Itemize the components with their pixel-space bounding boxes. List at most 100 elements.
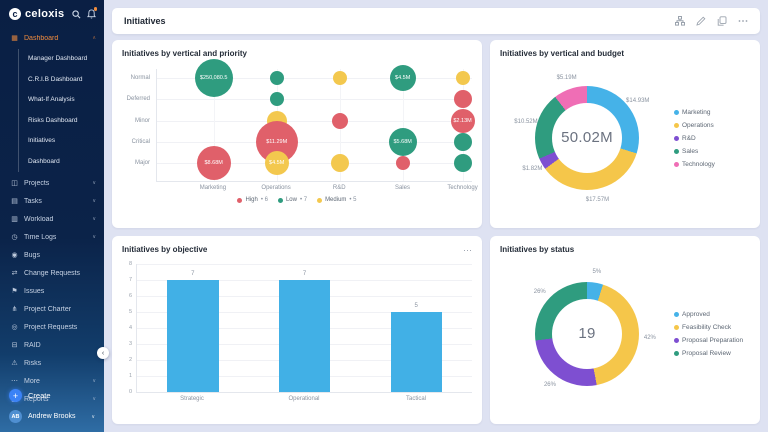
sidebar-item-time-logs[interactable]: ◷ Time Logs ∨ xyxy=(0,228,104,246)
bubble-point-sales-critical[interactable]: $5.68M xyxy=(388,127,417,156)
legend-item-technology[interactable]: Technology xyxy=(674,161,750,168)
bar-value-label: 5 xyxy=(414,303,418,309)
bubble-point-technology-major[interactable] xyxy=(453,154,472,173)
chevron-up-icon: ∧ xyxy=(92,35,96,41)
avatar: AB xyxy=(9,410,22,423)
bubble-point-technology-deferred[interactable] xyxy=(453,90,472,109)
sidebar: c celoxis ▦ Dashboard ∧ Manager Dashboard C.… xyxy=(0,0,104,432)
bubble-point-r-d-major[interactable] xyxy=(330,154,349,173)
sidebar-item-more[interactable]: ⋯ More ∨ xyxy=(0,372,104,390)
y-tick-label: 0 xyxy=(128,389,132,395)
card-title: Initiatives by vertical and priority xyxy=(122,49,247,58)
legend-dot xyxy=(674,122,679,128)
y-tick-label: Major xyxy=(134,160,150,167)
legend-item-proposal-preparation[interactable]: Proposal Preparation xyxy=(674,337,750,344)
legend-item-r-d[interactable]: R&D xyxy=(674,135,750,142)
legend-item-medium[interactable]: Medium • 5 xyxy=(317,197,357,203)
bubble-point-r-d-minor[interactable] xyxy=(331,112,348,129)
legend-item-proposal-review[interactable]: Proposal Review xyxy=(674,350,750,357)
bubble-point-operations-normal[interactable] xyxy=(269,70,284,85)
x-tick-label: R&D xyxy=(332,185,346,191)
sidebar-item-workload[interactable]: ▥ Workload ∨ xyxy=(0,210,104,228)
more-icon: ⋯ xyxy=(11,378,18,385)
y-tick-label: 8 xyxy=(128,261,132,267)
legend-item-operations[interactable]: Operations xyxy=(674,122,750,129)
legend-item-sales[interactable]: Sales xyxy=(674,148,750,155)
legend-item-approved[interactable]: Approved xyxy=(674,311,750,318)
bubble-point-sales-major[interactable] xyxy=(395,156,410,171)
bar-operational[interactable]: 7 xyxy=(278,271,331,392)
sidebar-item-dashboard[interactable]: ▦ Dashboard ∧ xyxy=(0,28,104,48)
bar-value-label: 7 xyxy=(191,271,195,277)
legend-dot xyxy=(674,135,679,141)
y-tick-label: 7 xyxy=(128,277,132,283)
sidebar-item-projects[interactable]: ◫ Projects ∨ xyxy=(0,174,104,192)
legend-label: Technology xyxy=(682,160,715,168)
legend-item-feasibility-check[interactable]: Feasibility Check xyxy=(674,324,750,331)
x-tick-label: Operational xyxy=(288,396,320,402)
bubble-point-r-d-normal[interactable] xyxy=(332,70,347,85)
sidebar-item-label: Time Logs xyxy=(24,233,57,241)
sidebar-item-issues[interactable]: ⚑ Issues xyxy=(0,282,104,300)
legend-label: Feasibility Check xyxy=(682,324,732,331)
bar-value-label: 7 xyxy=(302,271,307,277)
card-menu-icon[interactable]: ⋯ xyxy=(463,244,472,255)
legend-item-marketing[interactable]: Marketing xyxy=(674,109,750,116)
sidebar-item-tasks[interactable]: ▤ Tasks ∨ xyxy=(0,192,104,210)
sidebar-item-label: Tasks xyxy=(24,197,42,205)
bubble-point-technology-normal[interactable] xyxy=(455,70,470,85)
bubble-point-technology-critical[interactable] xyxy=(453,132,472,151)
bubble-point-operations-major[interactable]: $4.5M xyxy=(264,151,289,176)
card-vertical-budget: Initiatives by vertical and budget 50.02… xyxy=(490,40,760,228)
bubble-point-technology-minor[interactable]: $2.13M xyxy=(450,108,475,133)
legend-dot xyxy=(674,325,679,330)
bubble-point-marketing-major[interactable]: $8.68M xyxy=(196,146,231,181)
create-button[interactable]: + Create xyxy=(9,385,95,406)
gridline xyxy=(157,141,472,143)
edit-icon[interactable] xyxy=(696,16,706,26)
sidebar-item-bugs[interactable]: ◉ Bugs xyxy=(0,246,104,264)
chevron-down-icon: ∨ xyxy=(92,216,96,222)
sidebar-subitem-dashboard[interactable]: Dashboard xyxy=(28,157,60,165)
chevron-down-icon: ∨ xyxy=(92,198,96,204)
legend-count: • 7 xyxy=(299,197,308,203)
notification-badge xyxy=(93,7,97,11)
legend-dot xyxy=(674,109,679,115)
legend-item-high[interactable]: High • 6 xyxy=(237,197,268,203)
status-donut-chart: 19 5% 42% 26% 26% xyxy=(513,260,661,408)
bar-tactical[interactable]: 5 xyxy=(390,303,442,392)
sidebar-item-label: Risks xyxy=(24,359,42,367)
sidebar-item-project-charter[interactable]: ⋔ Project Charter xyxy=(0,300,104,318)
issues-icon: ⚑ xyxy=(11,288,18,295)
sitemap-icon[interactable] xyxy=(675,16,685,26)
copy-icon[interactable] xyxy=(717,16,727,26)
time-logs-icon: ◷ xyxy=(11,234,18,241)
sidebar-nav: ▦ Dashboard ∧ Manager Dashboard C.R.I.B Dash… xyxy=(0,28,104,408)
sidebar-item-risks[interactable]: ⚠ Risks xyxy=(0,354,104,372)
sidebar-submenu: Manager Dashboard C.R.I.B Dashboard What-I… xyxy=(18,49,104,172)
sidebar-subitem-what-if-analysis[interactable]: What-If Analysis xyxy=(28,96,75,103)
card-title: Initiatives by status xyxy=(500,245,575,254)
search-icon[interactable] xyxy=(72,9,81,19)
sidebar-collapse-button[interactable]: ‹ xyxy=(97,347,109,359)
bar-x-axis: Strategic Operational Tactical xyxy=(136,393,472,405)
sidebar-item-project-requests[interactable]: ◎ Project Requests xyxy=(0,318,104,336)
more-icon[interactable] xyxy=(738,16,748,26)
project-requests-icon: ◎ xyxy=(11,324,18,331)
bubble-point-marketing-normal[interactable]: $250,080.5 xyxy=(194,58,233,97)
notifications-bell-icon[interactable] xyxy=(87,7,97,19)
sidebar-subitem-c-r-i-b-dashboard[interactable]: C.R.I.B Dashboard xyxy=(28,75,83,83)
sidebar-subitem-initiatives[interactable]: Initiatives xyxy=(28,137,56,144)
sidebar-item-raid[interactable]: ⊟ RAID xyxy=(0,336,104,354)
bubble-point-sales-normal[interactable]: $4.5M xyxy=(389,64,416,91)
bar-strategic[interactable]: 7 xyxy=(167,271,219,392)
sidebar-subitem-manager-dashboard[interactable]: Manager Dashboard xyxy=(28,55,88,62)
sidebar-subitem-risks-dashboard[interactable]: Risks Dashboard xyxy=(28,116,78,124)
bubble-point-operations-deferred[interactable] xyxy=(269,92,284,107)
gridline xyxy=(213,69,215,181)
legend-item-low[interactable]: Low • 7 xyxy=(277,197,308,203)
user-menu[interactable]: AB Andrew Brooks ∨ xyxy=(9,406,95,427)
sidebar-item-change-requests[interactable]: ⇄ Change Requests xyxy=(0,264,104,282)
x-tick-label: Technology xyxy=(447,185,478,191)
